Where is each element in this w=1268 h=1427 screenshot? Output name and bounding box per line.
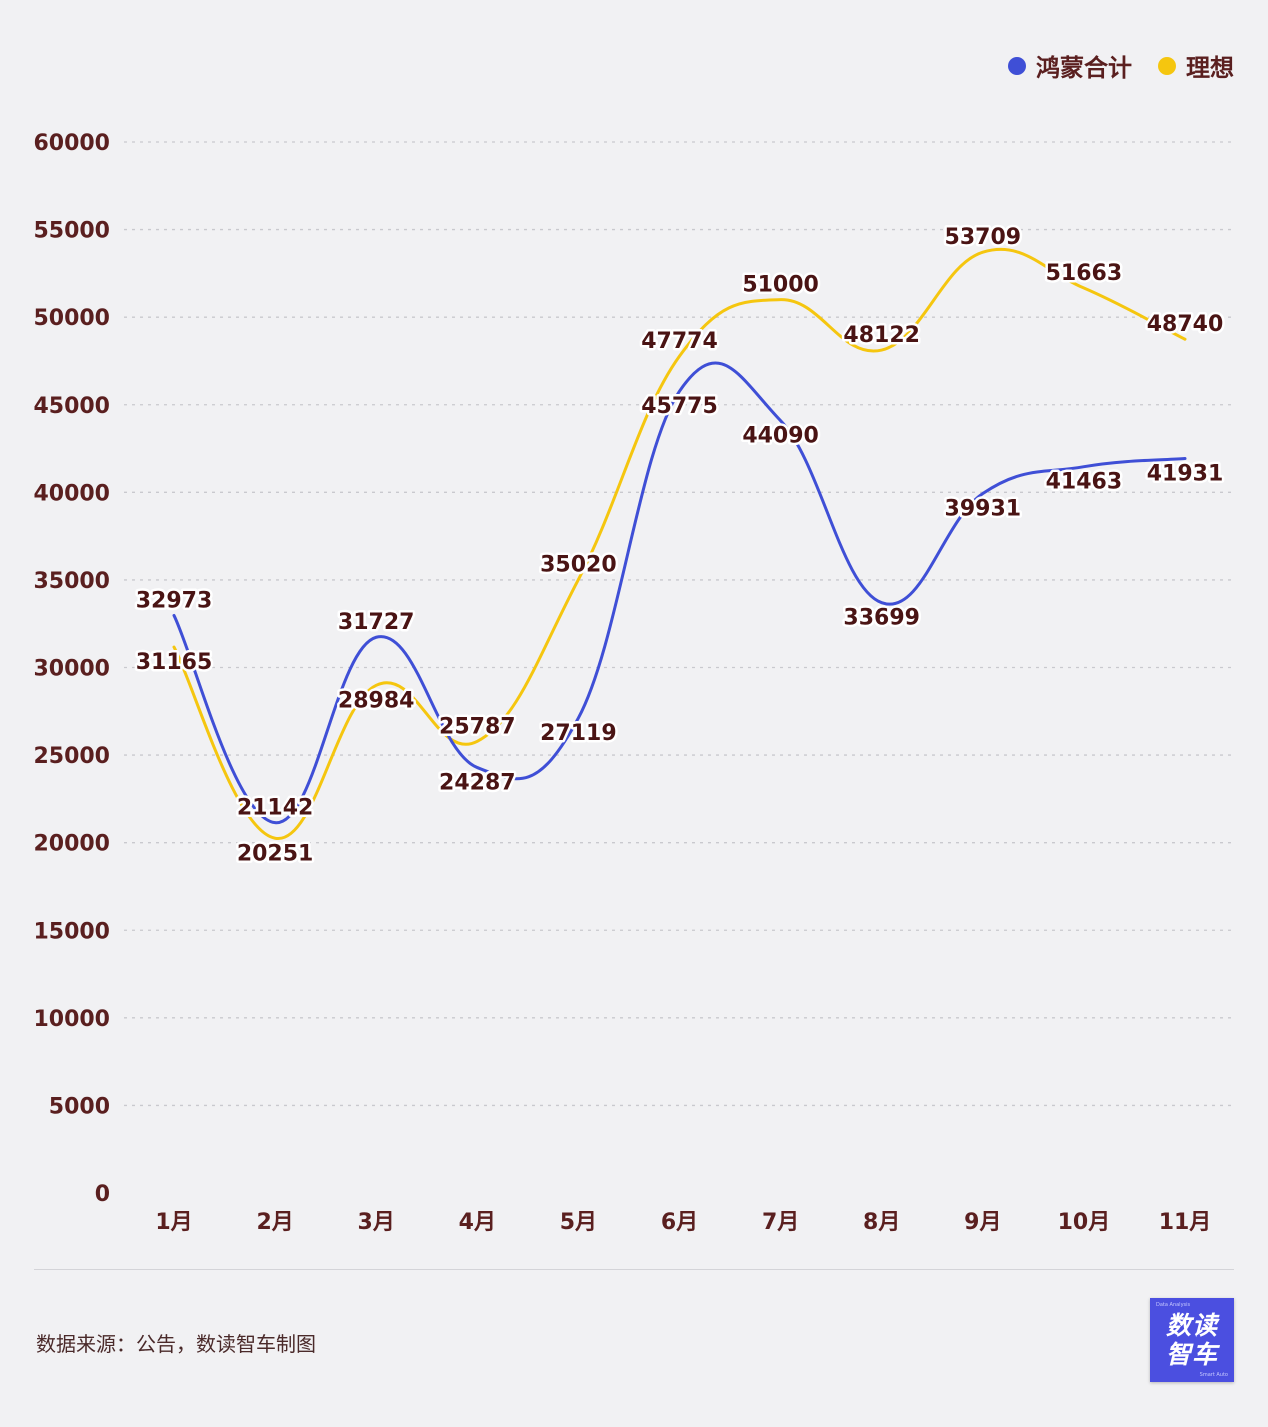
- x-tick-label: 3月: [358, 1210, 395, 1235]
- x-tick-label: 1月: [155, 1210, 192, 1235]
- y-tick-label: 30000: [33, 657, 110, 682]
- legend-swatch-lixiang: [1158, 56, 1176, 75]
- x-tick-label: 9月: [964, 1210, 1001, 1235]
- x-tick-label: 10月: [1058, 1210, 1111, 1235]
- legend-item-lixiang[interactable]: 理想: [1158, 48, 1234, 83]
- y-tick-label: 35000: [33, 569, 110, 594]
- x-axis-ticks: 1月 2月 3月 4月 5月 6月 7月 8月 9月 10月 11月: [155, 1210, 1211, 1235]
- y-tick-label: 5000: [49, 1094, 110, 1119]
- x-tick-label: 2月: [256, 1210, 293, 1235]
- x-tick-label: 7月: [762, 1210, 799, 1235]
- y-tick-label: 50000: [33, 306, 110, 331]
- logo-small-text-top: Data Analysis: [1156, 1302, 1191, 1308]
- data-label: 48122: [843, 323, 920, 348]
- data-label: 41931: [1147, 462, 1224, 487]
- x-tick-label: 4月: [459, 1210, 496, 1235]
- series-line-1: [172, 247, 1187, 840]
- data-label: 53709: [945, 225, 1022, 250]
- data-label: 41463: [1046, 470, 1123, 495]
- data-label: 27119: [540, 721, 617, 746]
- data-label: 21142: [237, 796, 314, 821]
- y-tick-label: 40000: [33, 481, 110, 506]
- legend-swatch-hongmeng: [1008, 56, 1026, 75]
- data-label: 51000: [742, 273, 819, 298]
- legend-label-hongmeng: 鸿蒙合计: [1036, 54, 1132, 82]
- data-label: 31727: [338, 610, 415, 635]
- data-label: 24287: [439, 771, 516, 796]
- x-tick-label: 11月: [1159, 1210, 1212, 1235]
- data-label: 44090: [742, 424, 819, 449]
- y-tick-label: 0: [95, 1182, 110, 1207]
- y-tick-label: 10000: [33, 1007, 110, 1032]
- data-label: 39931: [945, 497, 1022, 522]
- data-label: 45775: [641, 394, 718, 419]
- data-label: 28984: [338, 688, 415, 713]
- data-label: 35020: [540, 553, 617, 578]
- footer-divider: [34, 1269, 1234, 1270]
- data-label: 25787: [439, 714, 516, 739]
- source-note: 数据来源：公告，数读智车制图: [36, 1332, 316, 1356]
- x-tick-label: 8月: [863, 1210, 900, 1235]
- data-labels: 32973 21142 31727 24287 27119 45775 44090 33699…: [133, 223, 1226, 869]
- y-axis-ticks: 0 5000 10000 15000 20000 25000 30000 35000 40000…: [33, 131, 110, 1207]
- series-lines: [172, 247, 1187, 840]
- brand-logo: Data Analysis 数读 智车 Smart Auto: [1150, 1298, 1234, 1382]
- series-line-0: [172, 361, 1187, 825]
- logo-text-line1: 数读: [1165, 1311, 1218, 1340]
- x-tick-label: 6月: [661, 1210, 698, 1235]
- legend-item-hongmeng[interactable]: 鸿蒙合计: [1008, 48, 1132, 83]
- data-label: 51663: [1046, 261, 1123, 286]
- y-tick-label: 15000: [33, 919, 110, 944]
- legend: 鸿蒙合计 理想: [1008, 48, 1234, 83]
- data-label: 32973: [136, 588, 213, 613]
- y-tick-label: 60000: [33, 131, 110, 156]
- legend-label-lixiang: 理想: [1186, 54, 1234, 82]
- data-label: 33699: [843, 606, 920, 631]
- gridlines: [124, 141, 1232, 1107]
- data-label: 20251: [237, 841, 314, 866]
- data-label: 47774: [641, 329, 718, 354]
- data-label: 31165: [136, 650, 213, 675]
- data-label: 48740: [1147, 312, 1224, 337]
- y-tick-label: 45000: [33, 394, 110, 419]
- logo-small-text-bottom: Smart Auto: [1199, 1372, 1228, 1378]
- y-tick-label: 55000: [33, 219, 110, 244]
- y-tick-label: 20000: [33, 832, 110, 857]
- logo-text-line2: 智车: [1165, 1340, 1218, 1369]
- x-tick-label: 5月: [560, 1210, 597, 1235]
- y-tick-label: 25000: [33, 744, 110, 769]
